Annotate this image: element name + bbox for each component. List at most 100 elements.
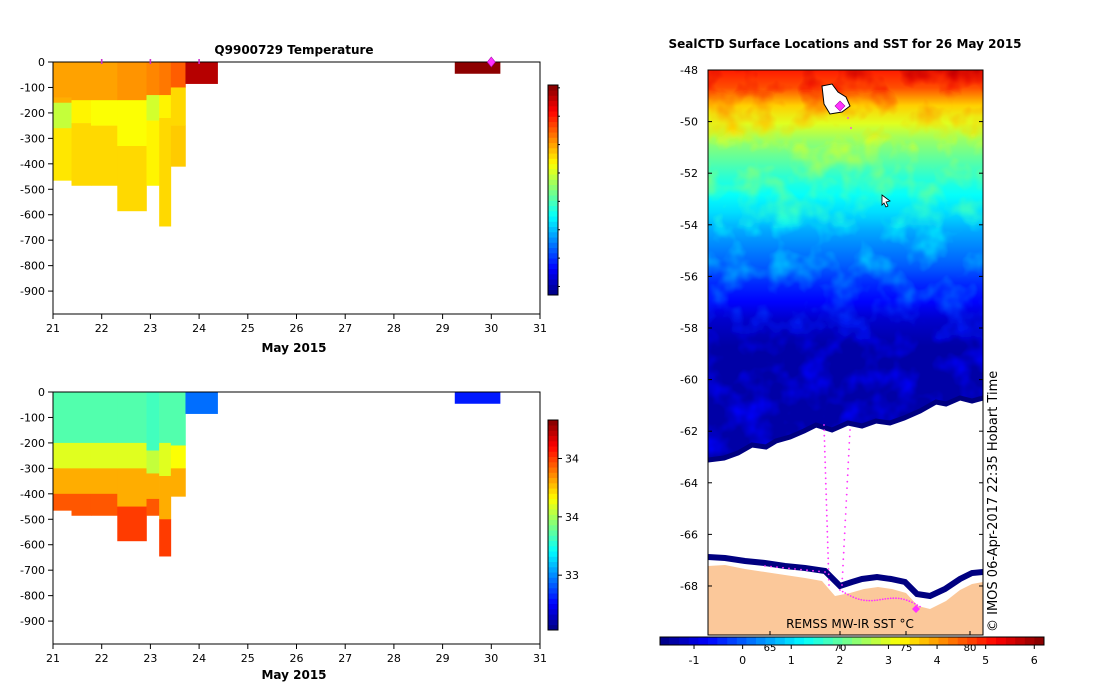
sst-colorbar-cell-13 xyxy=(784,637,795,645)
salinity-profile-1-layer-0 xyxy=(71,392,92,444)
temperature-date-axis: 21 22 23 24 25 26 27 28 29 30 31 xyxy=(46,314,547,335)
temperature-xtick-label-26: 26 xyxy=(290,322,304,335)
seal-track-point-84 xyxy=(913,602,916,605)
sst-lat-label--50: -50 xyxy=(680,116,698,129)
salinity-plot-area xyxy=(53,392,501,557)
temperature-profile-4-layer-2 xyxy=(146,120,160,186)
seal-track-point-0 xyxy=(823,424,825,426)
seal-track-point-35 xyxy=(847,454,850,457)
temperature-profile-2-layer-1 xyxy=(90,100,118,126)
temperature-colorbar-cell-11 xyxy=(548,232,558,238)
sst-colorbar-cell-5 xyxy=(708,637,718,645)
salinity-xtick-label-27: 27 xyxy=(338,652,352,665)
salinity-colorbar-label-33.5: 33.5 xyxy=(565,569,580,582)
salinity-colorbar-cell-14 xyxy=(548,551,558,557)
sst-colorbar-cell-34 xyxy=(986,637,997,645)
temperature-ytick-label--600: -600 xyxy=(20,209,45,222)
seal-track-point-38 xyxy=(846,474,849,477)
salinity-colorbar-cell-31 xyxy=(548,462,558,468)
salinity-colorbar-cell-6 xyxy=(548,593,558,599)
salinity-profile-4-layer-0 xyxy=(146,392,160,451)
seal-track-point-93 xyxy=(800,568,802,571)
salinity-profile-1-layer-3 xyxy=(71,493,92,516)
salinity-ytick-label--700: -700 xyxy=(20,564,45,577)
sst-map-frame xyxy=(707,69,984,636)
seal-track-point-76 xyxy=(892,597,895,600)
seal-track-point-65 xyxy=(863,599,865,602)
temperature-ytick-label--700: -700 xyxy=(20,234,45,247)
temperature-colorbar-cell-8 xyxy=(548,247,558,254)
salinity-profile-0-layer-2 xyxy=(53,468,72,495)
salinity-colorbar-cell-16 xyxy=(548,540,558,547)
salinity-ytick-label--300: -300 xyxy=(20,462,45,475)
salinity-colorbar-cell-26 xyxy=(548,488,558,494)
seal-track-point-90 xyxy=(782,566,784,569)
salinity-profile-5-layer-3 xyxy=(159,519,172,557)
salinity-x-axis-label: May 2015 xyxy=(261,668,326,682)
seal-track-point-86 xyxy=(919,605,921,608)
temperature-profile-5-layer-0 xyxy=(159,62,172,96)
seal-track-point-37 xyxy=(847,467,849,470)
salinity-profile-1-layer-2 xyxy=(71,468,92,495)
salinity-profile-5-layer-0 xyxy=(159,392,172,444)
temperature-profile-1-layer-0 xyxy=(71,62,92,101)
temperature-colorbar-cell-35 xyxy=(548,106,558,112)
seal-track-point-10 xyxy=(824,477,827,480)
seal-track-point-57 xyxy=(841,590,844,593)
temperature-colorbar-frame xyxy=(547,84,559,296)
salinity-date-axis: 21 22 23 24 25 26 27 28 29 30 31 xyxy=(46,644,547,665)
sst-colorbar-cell-21 xyxy=(861,637,872,645)
salinity-ytick-label--500: -500 xyxy=(20,513,45,526)
temperature-profile-1-layer-1 xyxy=(71,100,92,124)
sst-colorbar-label-3: 3 xyxy=(885,654,892,667)
temperature-x-axis-label: May 2015 xyxy=(261,341,326,355)
seal-track-point-98 xyxy=(847,117,849,119)
temperature-xtick-label-27: 27 xyxy=(338,322,352,335)
sea-ice-edge xyxy=(708,395,983,463)
salinity-profile-1-layer-1 xyxy=(71,442,92,469)
temperature-profile-5-layer-1 xyxy=(159,95,172,119)
temperature-profile-0-layer-2 xyxy=(53,102,72,129)
temperature-colorbar-cell-2 xyxy=(548,279,558,285)
sst-colorbar-cell-16 xyxy=(813,637,824,645)
sst-colorbar-cell-36 xyxy=(1005,637,1016,645)
temperature-profile-6-layer-1 xyxy=(170,87,186,126)
sst-lon-label-75: 75 xyxy=(900,643,913,654)
temperature-xtick-label-21: 21 xyxy=(46,322,60,335)
salinity-xtick-label-31: 31 xyxy=(533,652,547,665)
seal-track-point-69 xyxy=(873,599,876,602)
temperature-section-panel: Q9900729 Temperature 0 -100 -200 -300 -400 -5… xyxy=(20,43,560,355)
temperature-colorbar-cell-9 xyxy=(548,242,558,249)
seal-track-point-13 xyxy=(825,493,828,496)
temperature-profile-2-layer-0 xyxy=(90,62,118,101)
salinity-colorbar-cell-29 xyxy=(548,472,558,479)
salinity-colorbar-cell-36 xyxy=(548,435,558,442)
seal-track-point-56 xyxy=(839,589,841,591)
salinity-colorbar-cell-35 xyxy=(548,441,558,447)
seal-track-point-32 xyxy=(848,435,851,438)
sst-colorbar-cell-26 xyxy=(909,637,920,645)
temperature-profile-7-layer-0 xyxy=(185,62,218,84)
temperature-xtick-label-28: 28 xyxy=(387,322,401,335)
temperature-profile-0-layer-3 xyxy=(53,128,72,181)
salinity-colorbar-cell-8 xyxy=(548,582,558,589)
salinity-colorbar-cell-10 xyxy=(548,572,558,578)
temperature-ytick-label--100: -100 xyxy=(20,81,45,94)
seal-track-point-31 xyxy=(849,429,851,431)
salinity-colorbar-cell-5 xyxy=(548,598,558,605)
temperature-colorbar-cell-19 xyxy=(548,190,558,196)
sst-colorbar-cell-28 xyxy=(928,637,939,645)
seal-track-point-97 xyxy=(824,571,826,573)
temperature-ytick-label--500: -500 xyxy=(20,183,45,196)
sst-colorbar-cell-39 xyxy=(1034,637,1045,645)
seal-track-point-64 xyxy=(860,598,863,601)
sst-lat-label--56: -56 xyxy=(680,270,698,283)
salinity-colorbar-cell-22 xyxy=(548,509,558,515)
seal-track xyxy=(764,100,921,613)
salinity-colorbar-cell-12 xyxy=(548,561,558,568)
salinity-colorbar-cell-24 xyxy=(548,498,558,505)
salinity-xtick-label-26: 26 xyxy=(290,652,304,665)
salinity-colorbar-cell-3 xyxy=(548,609,558,615)
salinity-xtick-label-21: 21 xyxy=(46,652,60,665)
